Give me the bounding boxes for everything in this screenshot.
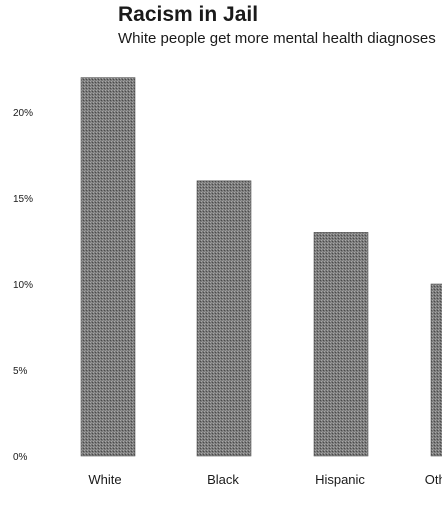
chart-title: Racism in Jail <box>118 3 259 26</box>
y-tick-label: 0% <box>13 452 28 463</box>
bar-white <box>80 77 136 457</box>
bar-other <box>430 283 442 457</box>
x-tick-label: Other <box>425 472 442 487</box>
x-tick-label: White <box>88 472 121 487</box>
bar-hispanic <box>313 232 369 457</box>
y-axis: 0% 5% 10% 15% 20% <box>13 108 33 463</box>
x-tick-label: Hispanic <box>315 472 365 487</box>
y-tick-label: 15% <box>13 194 33 205</box>
bar-black <box>196 180 252 457</box>
y-tick-label: 5% <box>13 366 28 377</box>
x-axis: White Black Hispanic Other <box>88 472 442 487</box>
y-tick-label: 20% <box>13 108 33 119</box>
x-tick-label: Black <box>207 472 239 487</box>
chart-subtitle: White people get more mental health diag… <box>118 30 436 47</box>
y-tick-label: 10% <box>13 280 33 291</box>
bars <box>80 77 442 457</box>
